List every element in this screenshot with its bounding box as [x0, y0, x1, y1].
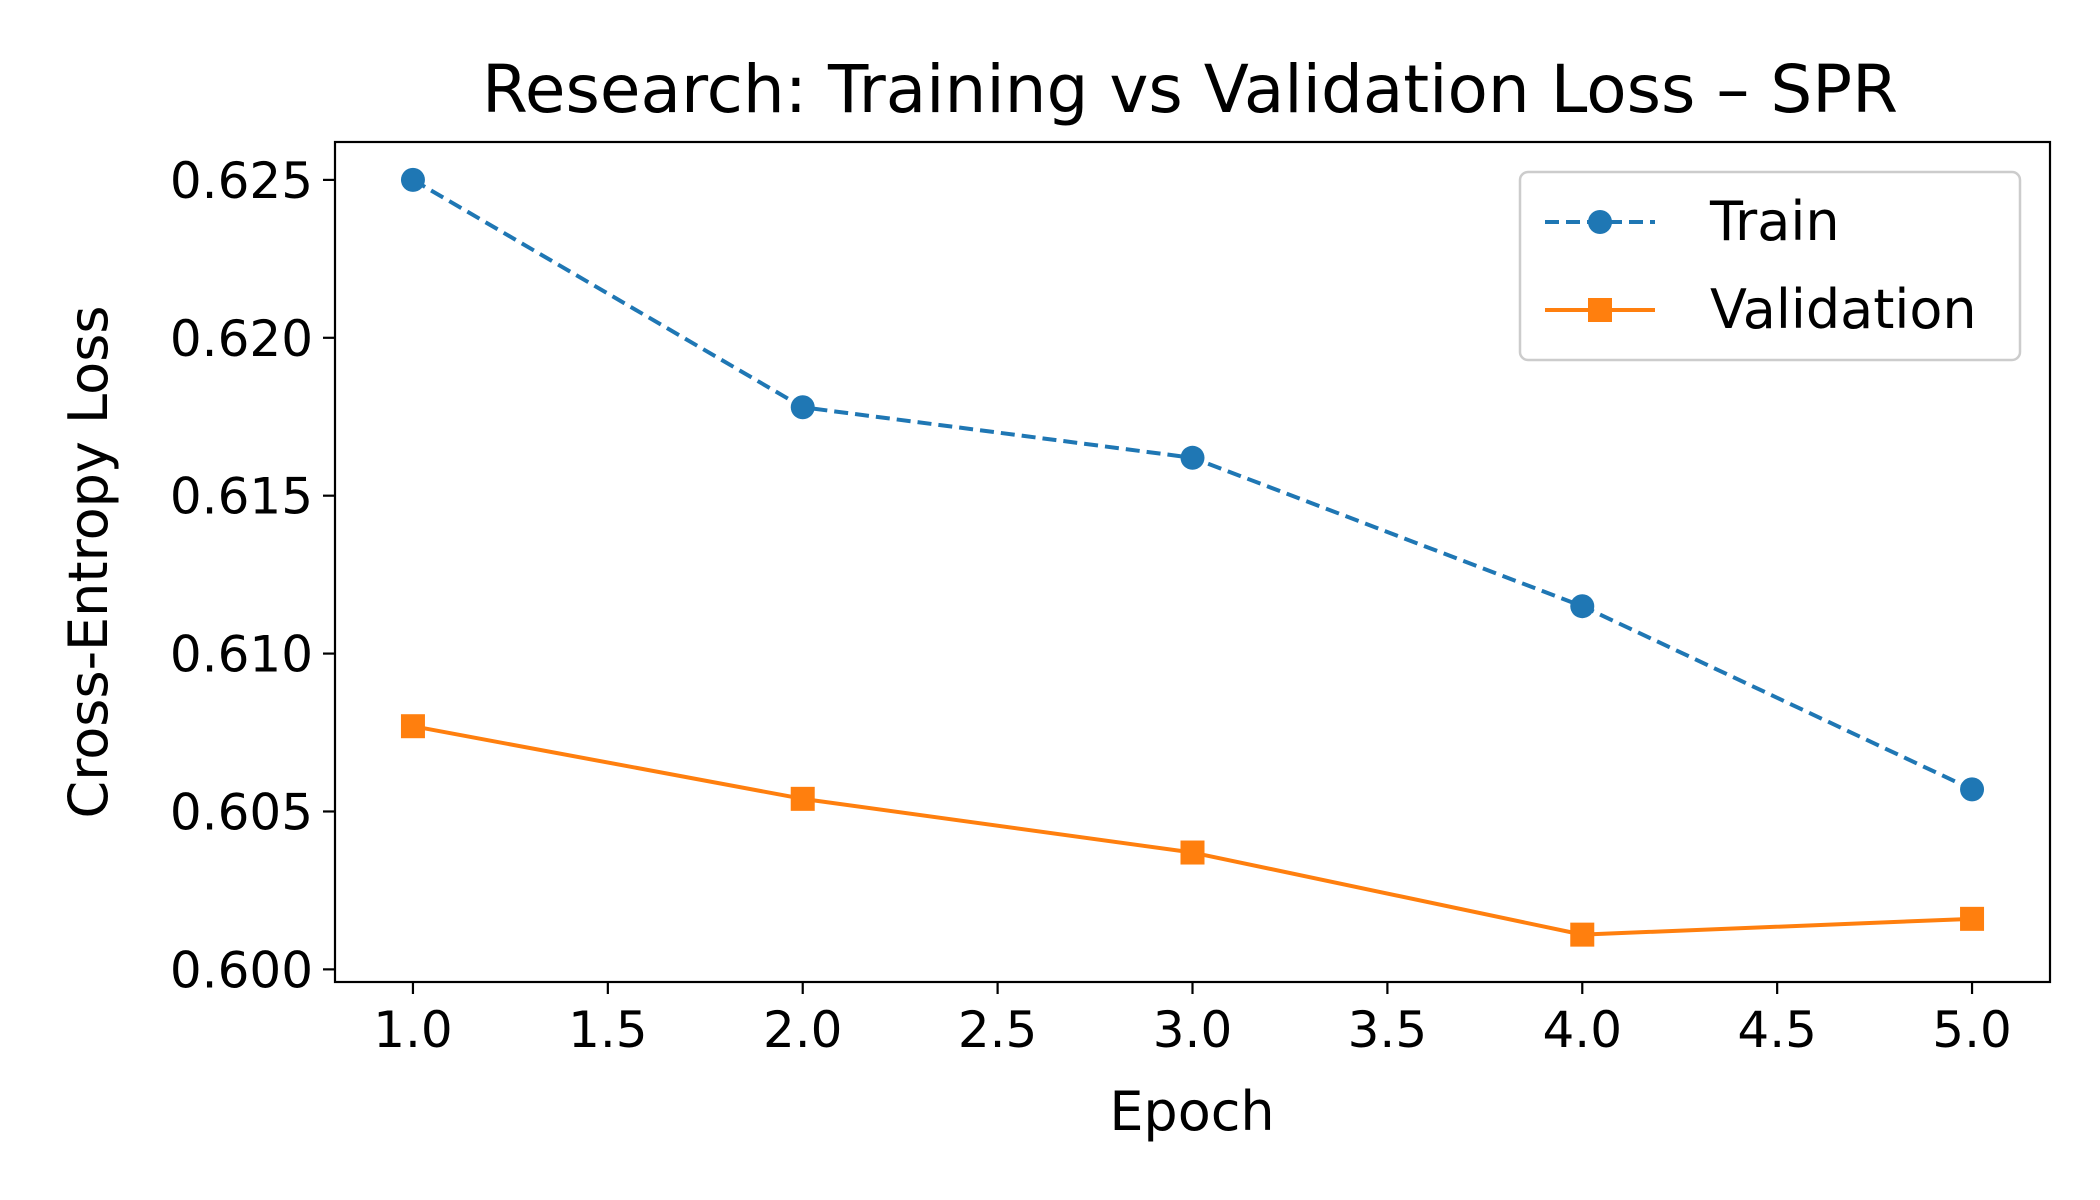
- validation-series-line: [412, 724, 1973, 937]
- y-tick-label: 0.620: [170, 310, 313, 368]
- series-layer: [400, 167, 1985, 947]
- validation-point: [1570, 922, 1595, 947]
- y-axis-ticks: 0.600 0.605 0.610 0.615 0.620 0.625: [170, 152, 335, 999]
- legend-frame: [1518, 170, 2022, 362]
- x-tick-label: 5.0: [1932, 1001, 2012, 1059]
- x-tick-label: 3.0: [1153, 1001, 1233, 1059]
- y-tick-label: 0.600: [170, 941, 313, 999]
- x-tick-label: 2.5: [958, 1001, 1038, 1059]
- x-tick-label: 4.5: [1737, 1001, 1817, 1059]
- train-point: [1570, 594, 1595, 619]
- x-axis-label: Epoch: [1109, 1080, 1274, 1143]
- x-tick-label: 1.0: [373, 1001, 453, 1059]
- legend-marker-validation: [1588, 298, 1612, 322]
- chart-title: Research: Training vs Validation Loss – …: [482, 51, 1898, 128]
- y-tick-label: 0.605: [170, 783, 313, 841]
- validation-point: [1960, 906, 1985, 931]
- legend: Train Validation: [1518, 170, 2022, 362]
- y-tick-label: 0.610: [170, 626, 313, 684]
- x-tick-label: 1.5: [568, 1001, 648, 1059]
- y-tick-label: 0.625: [170, 152, 313, 210]
- validation-point: [790, 786, 815, 811]
- legend-label-train: Train: [1709, 190, 1840, 253]
- x-axis-ticks: 1.0 1.5 2.0 2.5 3.0 3.5 4.0 4.5 5.0: [373, 982, 2012, 1059]
- legend-label-validation: Validation: [1710, 278, 1977, 341]
- y-axis-label: Cross-Entropy Loss: [57, 306, 120, 819]
- train-point: [790, 395, 815, 420]
- validation-point: [1180, 840, 1205, 865]
- legend-marker-train: [1588, 210, 1612, 234]
- train-point: [400, 167, 425, 192]
- train-point: [1960, 777, 1985, 802]
- plot-area-frame: [333, 140, 2052, 984]
- x-tick-label: 4.0: [1543, 1001, 1623, 1059]
- y-tick-label: 0.615: [170, 468, 313, 526]
- validation-point: [400, 714, 425, 739]
- train-point: [1180, 445, 1205, 470]
- x-tick-label: 3.5: [1348, 1001, 1428, 1059]
- x-tick-label: 2.0: [763, 1001, 843, 1059]
